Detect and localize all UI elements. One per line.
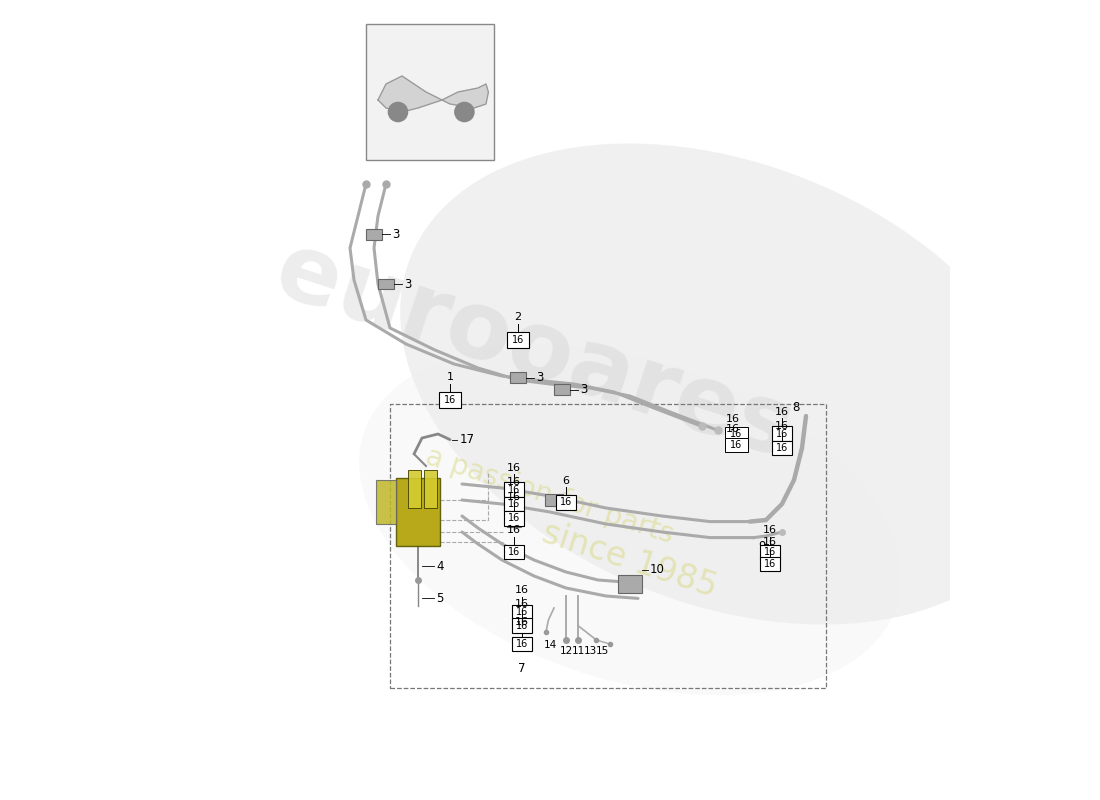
Bar (504, 497, 525, 511)
Text: 16: 16 (507, 525, 521, 535)
Bar (408, 470, 421, 508)
Text: 16: 16 (515, 618, 529, 627)
Text: 3: 3 (581, 383, 587, 396)
Text: 16: 16 (730, 430, 743, 439)
Bar (439, 392, 461, 408)
Bar (512, 605, 532, 619)
Text: 16: 16 (726, 424, 740, 434)
Bar (504, 511, 525, 526)
Text: 16: 16 (515, 598, 529, 609)
Text: 17: 17 (460, 433, 474, 446)
Bar (512, 618, 532, 633)
Text: 16: 16 (516, 639, 528, 649)
Bar (390, 404, 826, 688)
Text: since 1985: since 1985 (538, 516, 722, 604)
Text: 16: 16 (763, 538, 777, 547)
Text: eurooares: eurooares (264, 225, 804, 479)
Text: 16: 16 (726, 414, 740, 424)
Ellipse shape (400, 143, 1052, 625)
Bar (425, 470, 437, 508)
Text: 13: 13 (583, 646, 596, 656)
Bar (760, 557, 780, 571)
Text: 16: 16 (763, 525, 777, 535)
Text: 16: 16 (512, 335, 524, 345)
Text: 5: 5 (437, 591, 443, 605)
Polygon shape (378, 76, 488, 112)
Text: 16: 16 (776, 421, 789, 431)
Text: 6: 6 (562, 475, 570, 486)
Text: 16: 16 (508, 499, 520, 509)
Text: 4: 4 (437, 559, 444, 573)
Text: a passion for parts: a passion for parts (422, 442, 678, 550)
Bar (760, 545, 780, 559)
Bar (507, 517, 521, 527)
Text: 16: 16 (516, 607, 528, 617)
Text: 11: 11 (571, 646, 584, 656)
Bar (546, 494, 563, 506)
Text: 3: 3 (405, 278, 411, 290)
Text: 16: 16 (516, 621, 528, 630)
Text: 12: 12 (560, 646, 573, 656)
Text: 16: 16 (508, 547, 520, 557)
Text: 16: 16 (507, 491, 521, 502)
Bar (507, 332, 529, 348)
Text: 16: 16 (776, 429, 788, 438)
Bar (771, 441, 792, 455)
Ellipse shape (360, 345, 901, 695)
Bar (618, 575, 642, 593)
Bar (725, 438, 748, 452)
Bar (556, 495, 576, 510)
Text: 8: 8 (793, 402, 800, 414)
Bar (378, 278, 394, 289)
Text: 9: 9 (758, 540, 766, 553)
Text: 16: 16 (507, 477, 521, 487)
Bar (396, 478, 440, 546)
Text: 16: 16 (507, 462, 521, 473)
Bar (510, 372, 526, 382)
Bar (512, 637, 532, 651)
Bar (554, 384, 570, 394)
Bar (507, 547, 521, 557)
Text: 16: 16 (444, 395, 456, 405)
Bar (505, 501, 519, 511)
Bar (376, 480, 396, 524)
Text: 16: 16 (508, 514, 520, 523)
Circle shape (454, 102, 474, 122)
Bar (504, 545, 525, 559)
Text: 3: 3 (393, 228, 399, 241)
Circle shape (388, 102, 408, 122)
Text: 16: 16 (560, 498, 572, 507)
Text: 1: 1 (447, 372, 453, 382)
Text: 16: 16 (508, 485, 520, 494)
Bar (771, 426, 792, 441)
Bar (366, 24, 494, 160)
Bar (504, 482, 525, 497)
Text: 16: 16 (776, 443, 788, 453)
Text: 15: 15 (595, 646, 608, 656)
Bar (725, 427, 748, 442)
Text: 7: 7 (518, 662, 526, 675)
Text: 10: 10 (650, 563, 664, 576)
Text: 16: 16 (763, 559, 777, 569)
Text: 3: 3 (537, 371, 543, 384)
Bar (505, 484, 519, 494)
Text: 16: 16 (776, 406, 789, 417)
Text: 16: 16 (730, 440, 743, 450)
Text: 14: 14 (543, 640, 557, 650)
Text: 16: 16 (763, 547, 777, 557)
Bar (366, 230, 382, 240)
Text: 2: 2 (515, 313, 521, 322)
Text: 16: 16 (515, 586, 529, 595)
